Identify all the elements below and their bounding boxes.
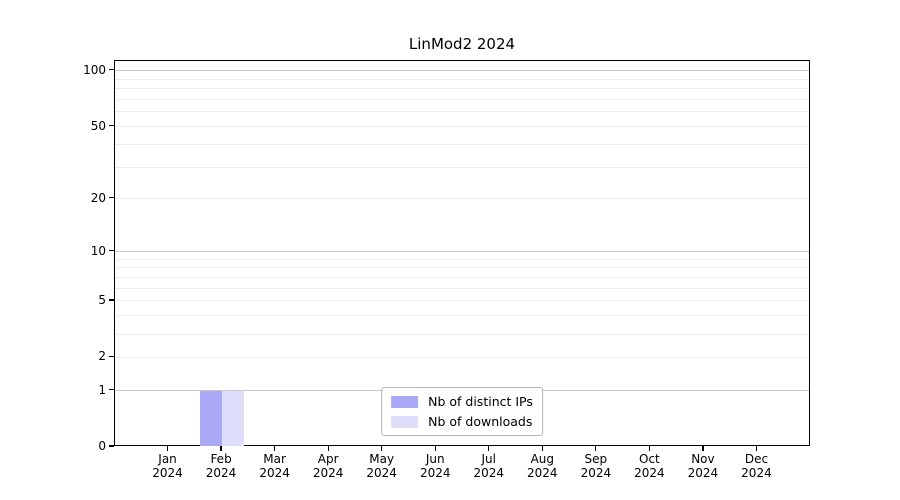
x-axis-tick [595,446,597,451]
bar-nb-of-downloads [222,390,245,446]
gridline-minor [115,99,809,101]
y-axis-tick [109,388,114,391]
x-axis-tick-label: Apr 2024 [293,452,363,480]
x-tick-year: 2024 [205,465,237,480]
y-axis-tick-label: 50 [90,118,106,133]
x-axis-tick [327,446,329,451]
x-tick-month: Dec [744,452,769,466]
x-axis-tick [381,446,383,451]
x-tick-month: Apr [317,452,339,466]
gridline-minor [115,277,809,279]
x-tick-month: Sep [584,452,608,466]
y-axis-tick [109,355,114,358]
plot-area: Nb of distinct IPs Nb of downloads [114,60,810,446]
legend: Nb of distinct IPs Nb of downloads [381,387,543,436]
gridline-minor [115,88,809,90]
x-axis-tick-label: May 2024 [347,452,417,480]
x-tick-year: 2024 [741,465,772,480]
legend-swatch [391,415,419,428]
x-axis-tick-label: Mar 2024 [240,452,310,480]
x-tick-year: 2024 [687,465,719,480]
x-axis-tick [274,446,276,451]
gridline-major [115,70,809,72]
y-axis-tick-label: 100 [83,62,106,77]
x-axis-tick [488,446,490,451]
y-axis-tick [109,124,114,127]
x-axis-tick [220,446,222,451]
x-tick-month: Feb [210,452,232,466]
x-axis-tick [648,446,650,451]
x-axis-tick-label: Dec 2024 [721,452,791,480]
x-tick-month: Jun [425,452,445,466]
gridline-minor [115,356,809,358]
legend-item: Nb of distinct IPs [391,394,533,409]
x-axis-tick-label: Nov 2024 [668,452,738,480]
x-axis-tick-label: Sep 2024 [561,452,631,480]
x-axis-tick-label: Jul 2024 [454,452,524,480]
x-axis-tick-label: Feb 2024 [186,452,256,480]
gridline-minor [115,267,809,269]
gridline-minor [115,78,809,80]
legend-label: Nb of downloads [428,414,533,429]
y-axis-tick [109,197,114,199]
x-axis-tick [166,446,169,451]
gridline-minor [115,300,809,302]
x-axis-tick [434,446,436,451]
x-tick-year: 2024 [312,465,344,480]
x-tick-year: 2024 [634,465,665,480]
x-tick-year: 2024 [152,465,183,480]
x-tick-month: Jul [481,452,496,466]
y-axis-tick-label: 0 [98,439,106,453]
x-tick-month: Nov [691,452,715,466]
x-tick-month: Jan [158,452,177,466]
gridline-minor [115,111,809,113]
y-axis-tick [109,69,114,71]
legend-item: Nb of downloads [391,414,533,429]
x-axis-tick [755,446,758,451]
gridline-minor [115,258,809,260]
y-axis-tick-label: 2 [98,349,106,364]
legend-swatch [391,395,419,408]
gridline-minor [115,333,809,335]
gridline-minor [115,198,809,200]
x-tick-month: May [369,452,395,466]
x-axis-tick-label: Jun 2024 [400,452,470,480]
x-axis-tick [541,446,543,451]
y-axis-tick-label: 1 [98,382,106,397]
y-axis-tick-label: 10 [90,243,106,258]
y-axis-tick [109,445,114,447]
x-tick-year: 2024 [580,465,612,480]
y-axis-tick [109,299,114,301]
bar-nb-of-distinct-ips [200,390,223,446]
gridline-minor [115,126,809,128]
x-axis-tick [702,446,704,451]
x-tick-month: Aug [530,452,555,466]
x-tick-year: 2024 [527,465,558,480]
y-axis-tick-label: 20 [90,190,106,205]
x-axis-tick-label: Aug 2024 [507,452,577,480]
gridline-minor [115,143,809,145]
x-axis-tick-label: Oct 2024 [614,452,684,480]
gridline-minor [115,287,809,289]
gridline-minor [115,166,809,168]
x-tick-month: Mar [263,452,286,466]
x-tick-month: Oct [639,452,660,466]
chart-title: LinMod2 2024 [408,35,516,53]
y-axis-tick [109,249,114,252]
gridline-minor [115,315,809,317]
x-tick-year: 2024 [366,465,397,480]
x-axis-tick-label: Jan 2024 [133,452,203,480]
x-tick-year: 2024 [259,465,290,480]
gridline-major [115,251,809,253]
legend-label: Nb of distinct IPs [428,394,533,409]
x-tick-year: 2024 [473,465,505,480]
y-axis-tick-label: 5 [98,292,106,307]
x-tick-year: 2024 [419,465,451,480]
